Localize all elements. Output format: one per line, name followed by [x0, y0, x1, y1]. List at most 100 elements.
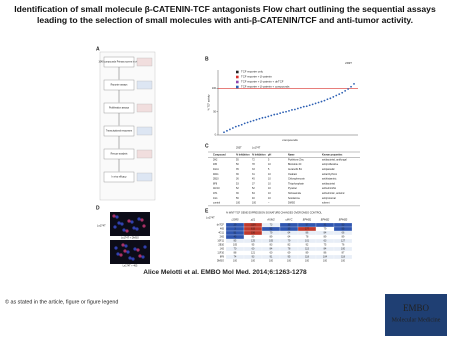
table-cell: Pyrithione Zinc	[288, 158, 305, 161]
table-cell: 31	[252, 173, 255, 176]
data-point	[267, 115, 270, 118]
data-point	[299, 106, 302, 109]
cell-value: 89	[342, 236, 345, 239]
data-point	[308, 104, 311, 107]
table-cell: 40	[252, 197, 255, 200]
data-point	[305, 105, 308, 108]
table-cell: 100	[252, 202, 257, 205]
table-cell: 50	[236, 163, 239, 166]
table-cell: 10	[268, 192, 271, 195]
cell	[141, 255, 145, 259]
group-label: 293T	[236, 147, 242, 150]
cell	[137, 217, 141, 221]
table-cell: 52	[252, 187, 255, 190]
logo-title: EMBO	[403, 303, 430, 313]
cell-value: 104	[323, 256, 328, 259]
image-caption: Ls174T + DMSO	[121, 237, 139, 240]
table-cell: 55	[236, 158, 239, 161]
cell-value: 633	[251, 228, 256, 231]
data-point	[291, 109, 293, 111]
cell-value: 3	[234, 228, 236, 231]
cell	[115, 215, 119, 219]
data-point	[273, 113, 276, 116]
y-tick-label: 50	[213, 110, 216, 113]
table-cell: 72	[252, 158, 255, 161]
table-cell: antiparasitic	[322, 168, 336, 171]
cell-value: 85	[234, 240, 237, 243]
assay-thumb	[136, 80, 153, 90]
data-point	[288, 109, 290, 112]
flow-step: Reporter assays	[111, 84, 129, 87]
data-point	[335, 94, 338, 97]
cell-value: 31	[324, 224, 327, 227]
cell-value: 118	[305, 256, 309, 259]
cell-value: 89	[270, 236, 273, 239]
table-cell: 4D11	[213, 173, 219, 176]
cell-value: 93	[252, 256, 255, 259]
data-point	[282, 111, 284, 114]
flow-step: In vivo efficacy	[111, 177, 127, 179]
column-header: pH	[268, 154, 271, 157]
data-point	[270, 114, 273, 117]
data-point	[243, 122, 246, 125]
cell	[138, 254, 142, 258]
column-header: cMYC	[285, 218, 292, 222]
assay-thumb	[136, 172, 153, 182]
cell	[125, 229, 129, 233]
table-cell: 10	[268, 182, 271, 185]
table-cell: 10	[268, 187, 271, 190]
cell-value: 66	[342, 232, 345, 235]
data-point	[279, 112, 282, 115]
cell-value: 277	[305, 228, 310, 231]
cell-value: 35	[288, 228, 291, 231]
table-cell: 84	[252, 192, 255, 195]
cell-value: 100	[323, 260, 328, 263]
table-cell: 35	[236, 168, 239, 171]
cell-value: 82	[288, 244, 291, 247]
cell-value: 1109	[250, 224, 256, 227]
table-cell: 10	[268, 197, 271, 200]
table-cell: 10	[268, 178, 271, 181]
data-point	[294, 108, 296, 111]
row-header: 465	[220, 228, 225, 231]
data-point	[350, 85, 352, 88]
legend-swatch	[236, 85, 239, 89]
table-cell: 56	[236, 197, 239, 200]
data-point	[302, 105, 305, 108]
data-point	[329, 97, 332, 100]
flow-step: Rescue analysis	[111, 154, 129, 156]
data-point	[344, 89, 347, 92]
table-cell: Pyrantel	[288, 187, 297, 190]
legend-entry: TCF reporter + β-catenin + dnTCF	[241, 80, 284, 84]
cell-value: 35	[288, 224, 291, 227]
table-cell: 36	[236, 173, 239, 176]
cell-value: 76	[342, 244, 345, 247]
cell-value: 89	[252, 236, 255, 239]
table-cell: 36	[236, 192, 239, 195]
table-cell: 8F8	[213, 182, 218, 185]
data-point	[326, 98, 329, 101]
cell	[126, 250, 130, 254]
table-cell: Sotolamine	[288, 197, 301, 200]
table-cell: 11F10	[213, 187, 220, 190]
table-cell: antihistaminic	[322, 178, 337, 181]
table-cell: –	[268, 202, 270, 205]
cell-value: 79	[270, 232, 273, 235]
data-point	[249, 120, 252, 123]
data-point	[341, 91, 344, 94]
cell-value: 88	[234, 252, 237, 255]
legend-entry: TCF reporter + β-catenin + compounds	[241, 85, 290, 89]
cell	[114, 246, 118, 250]
column-header: LGR5	[232, 218, 239, 222]
y-tick-label: 100	[212, 87, 217, 90]
cell-value: 156	[251, 232, 256, 235]
cell-value: 45	[234, 236, 237, 239]
cell	[130, 220, 134, 224]
data-point	[261, 116, 264, 119]
row-header: 10F11	[217, 240, 224, 243]
cell	[120, 222, 124, 226]
cell	[142, 224, 146, 228]
cell-value: 86	[306, 232, 309, 235]
table-cell: 52	[236, 187, 239, 190]
